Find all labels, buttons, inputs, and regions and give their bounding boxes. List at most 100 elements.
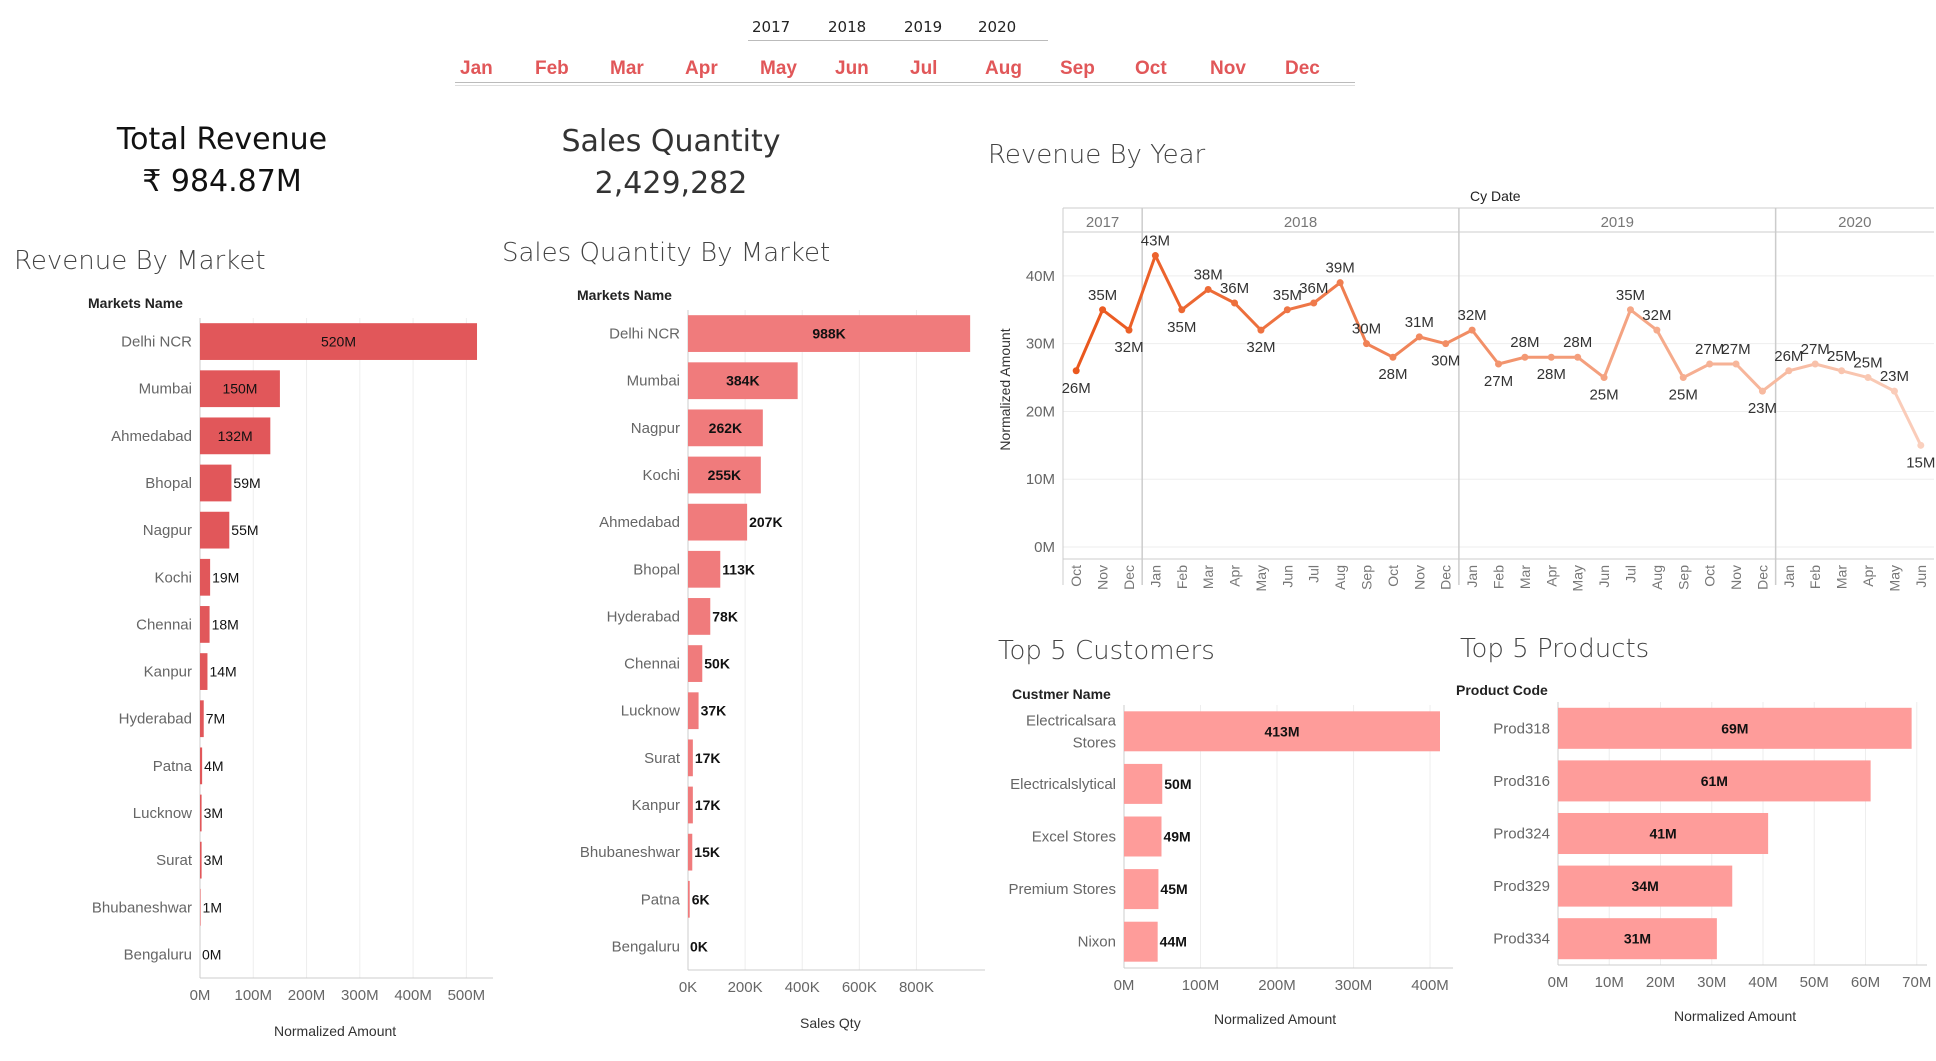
data-label-2020-jun: 15M: [1906, 454, 1935, 471]
data-label-2019-jul: 35M: [1616, 287, 1645, 304]
month-button-nov[interactable]: Nov: [1210, 58, 1246, 79]
data-label-chennai: 50K: [704, 656, 730, 672]
category-label-nagpur: Nagpur: [631, 420, 680, 437]
point-2018-apr: [1231, 299, 1239, 307]
x-tick-2020-may: May: [1886, 565, 1902, 591]
data-label-electricalslytical: 50M: [1164, 776, 1191, 792]
bar-surat: [200, 841, 202, 879]
category-label-ahmedabad: Ahmedabad: [111, 428, 192, 445]
category-label-mumbai: Mumbai: [627, 373, 680, 390]
revenue-by-market-chart: Delhi NCR 520M Mumbai 150M Ahmedabad 132M Bhop…: [92, 318, 493, 1004]
category-label-chennai: Chennai: [136, 616, 192, 633]
bar-lucknow: [688, 692, 699, 730]
data-label-hyderabad: 7M: [206, 711, 225, 727]
data-label-hyderabad: 78K: [712, 608, 738, 624]
point-2017-nov: [1099, 306, 1107, 314]
month-button-may[interactable]: May: [760, 58, 797, 79]
month-button-jan[interactable]: Jan: [460, 58, 493, 79]
month-button-apr[interactable]: Apr: [685, 58, 718, 79]
bar-lucknow: [200, 794, 202, 832]
category-label-patna: Patna: [641, 891, 681, 908]
x-tick-2018-jul: Jul: [1306, 565, 1322, 583]
month-button-mar[interactable]: Mar: [610, 58, 644, 79]
month-button-oct[interactable]: Oct: [1135, 58, 1167, 79]
bar-kanpur: [200, 653, 208, 690]
bar-nixon: [1124, 921, 1158, 962]
month-button-dec[interactable]: Dec: [1285, 58, 1320, 79]
point-2018-jun: [1283, 306, 1291, 314]
line-segment: [1840, 369, 1870, 380]
point-2019-aug: [1653, 326, 1661, 334]
bar-kanpur: [688, 786, 693, 824]
data-label-delhi-ncr: 988K: [812, 326, 845, 342]
month-button-sep[interactable]: Sep: [1060, 58, 1095, 79]
revenue-by-year-header: Cy Date: [1470, 188, 1521, 204]
x-tick-label: 30M: [1697, 974, 1726, 991]
year-header-2018: 2018: [1284, 214, 1317, 231]
data-label-chennai: 18M: [212, 616, 239, 632]
year-button-2018[interactable]: 2018: [828, 18, 867, 36]
line-segment: [1628, 308, 1659, 332]
category-label-premium-stores: Premium Stores: [1008, 881, 1116, 898]
top-customers-chart: Electricalsara Stores 413M Electricalslytic…: [1008, 705, 1453, 994]
category-label-delhi-ncr: Delhi NCR: [121, 334, 192, 351]
x-tick-2019-mar: Mar: [1517, 565, 1533, 589]
revenue-by-market-title: Revenue By Market: [14, 246, 266, 276]
category-label-kochi: Kochi: [154, 569, 192, 586]
top-products-xaxis-label: Normalized Amount: [1674, 1008, 1797, 1024]
line-segment: [1655, 328, 1685, 380]
year-button-2017[interactable]: 2017: [752, 18, 791, 36]
month-button-feb[interactable]: Feb: [535, 58, 569, 79]
line-segment: [1338, 281, 1369, 346]
data-label-kanpur: 17K: [695, 797, 721, 813]
data-label-nagpur: 262K: [709, 420, 742, 436]
y-tick-label: 20M: [1026, 403, 1055, 420]
bar-hyderabad: [688, 598, 711, 635]
bar-bhubaneshwar: [688, 833, 693, 871]
data-label-2018-aug: 39M: [1326, 260, 1355, 277]
x-tick-label: 200K: [728, 979, 763, 996]
bar-prod324: [1558, 812, 1769, 855]
category-label-nixon: Nixon: [1078, 934, 1116, 951]
sales-qty-by-market-yaxis-label: Markets Name: [577, 287, 672, 303]
month-button-aug[interactable]: Aug: [985, 58, 1022, 79]
data-label-2019-mar: 28M: [1510, 334, 1539, 351]
category-label-hyderabad: Hyderabad: [607, 608, 680, 625]
line-segment: [1391, 335, 1421, 359]
top-products-yaxis-label: Product Code: [1456, 682, 1548, 698]
data-label-nixon: 44M: [1160, 934, 1187, 950]
bar-hyderabad: [200, 700, 204, 738]
line-segment: [1153, 254, 1184, 312]
x-tick-2019-apr: Apr: [1543, 565, 1559, 587]
x-tick-label: 400M: [394, 987, 432, 1004]
bar-chennai: [688, 645, 703, 682]
line-segment: [1866, 376, 1896, 393]
x-tick-2019-jun: Jun: [1596, 565, 1612, 588]
top-customers-yaxis-label: Custmer Name: [1012, 686, 1111, 702]
x-tick-2019-dec: Dec: [1754, 565, 1770, 590]
year-button-2019[interactable]: 2019: [904, 18, 943, 36]
month-button-jul[interactable]: Jul: [910, 58, 938, 79]
point-2019-sep: [1679, 374, 1687, 382]
x-tick-2020-apr: Apr: [1860, 565, 1876, 587]
y-axis-label: Normalized Amount: [997, 328, 1013, 450]
month-button-jun[interactable]: Jun: [835, 58, 869, 79]
bar-prod316: [1558, 760, 1871, 802]
line-segment: [1285, 301, 1316, 312]
year-button-2020[interactable]: 2020: [978, 18, 1017, 36]
data-label-mumbai: 150M: [222, 381, 257, 397]
category-label-patna: Patna: [153, 758, 193, 775]
line-segment: [1180, 287, 1210, 312]
x-tick-label: 500M: [448, 987, 486, 1004]
category-label-electricalsara-stores: Stores: [1073, 734, 1116, 751]
data-label-2019-nov: 27M: [1721, 341, 1750, 358]
x-tick-2018-oct: Oct: [1385, 565, 1401, 587]
bar-bhopal: [688, 550, 721, 588]
bar-patna: [200, 747, 203, 785]
point-2020-may: [1890, 387, 1898, 395]
sales-qty-by-market-title: Sales Quantity By Market: [502, 238, 831, 268]
x-tick-2019-oct: Oct: [1702, 565, 1718, 587]
data-label-2019-aug: 32M: [1642, 307, 1671, 324]
x-tick-label: 400K: [785, 979, 820, 996]
data-label-premium-stores: 45M: [1160, 881, 1187, 897]
